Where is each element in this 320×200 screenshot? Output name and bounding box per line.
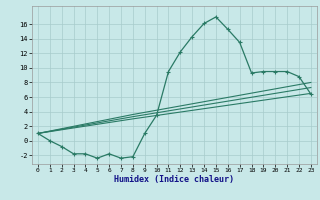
X-axis label: Humidex (Indice chaleur): Humidex (Indice chaleur) (115, 175, 234, 184)
